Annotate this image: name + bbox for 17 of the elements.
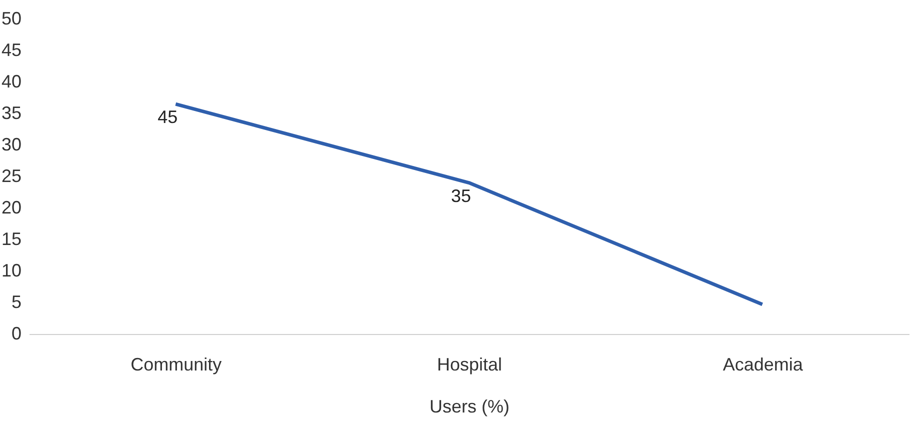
y-tick-label: 35: [1, 103, 22, 123]
x-axis-title: Users (%): [430, 396, 510, 416]
y-tick-label: 0: [11, 324, 22, 344]
y-tick-label: 25: [1, 166, 22, 186]
x-tick-label: Hospital: [436, 354, 502, 374]
y-tick-label: 40: [1, 72, 22, 92]
x-tick-label: Community: [130, 354, 222, 374]
y-tick-label: 15: [1, 229, 22, 249]
y-tick-label: 45: [1, 40, 22, 60]
y-tick-label: 5: [11, 292, 22, 312]
y-tick-label: 30: [1, 134, 22, 154]
annotation: 35: [450, 186, 471, 206]
annotation: 45: [158, 107, 178, 128]
y-tick-label: 10: [1, 260, 22, 280]
x-tick-label: Academia: [722, 354, 804, 374]
y-tick-label: 20: [1, 198, 22, 218]
y-tick-label: 50: [1, 8, 22, 28]
